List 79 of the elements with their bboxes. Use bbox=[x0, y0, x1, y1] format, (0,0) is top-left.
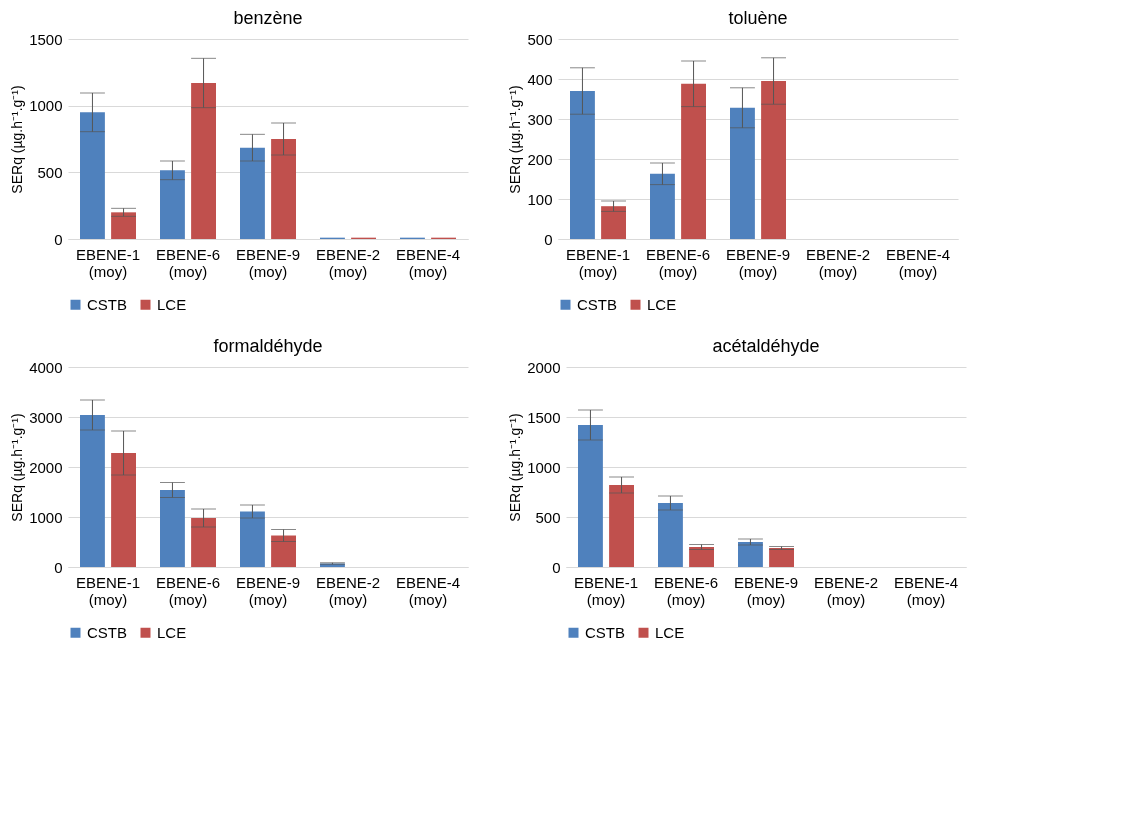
x-tick-label: EBENE-1 (moy) bbox=[75, 245, 141, 280]
y-tick-label: 2000 bbox=[29, 458, 63, 476]
y-tick-label: 0 bbox=[544, 230, 553, 248]
x-tick-label: EBENE-2 (moy) bbox=[805, 245, 871, 280]
bar bbox=[271, 535, 296, 567]
x-tick-label: EBENE-4 (moy) bbox=[395, 573, 461, 608]
bar bbox=[191, 83, 216, 239]
x-tick-label: EBENE-4 (moy) bbox=[885, 245, 951, 280]
y-tick-label: 1000 bbox=[29, 508, 63, 526]
x-tick-label: EBENE-2 (moy) bbox=[315, 573, 381, 608]
bar bbox=[601, 206, 626, 239]
bar bbox=[80, 415, 105, 567]
chart-title: toluène bbox=[728, 8, 788, 28]
x-tick-label: EBENE-1 (moy) bbox=[565, 245, 631, 280]
x-tick-label: EBENE-9 (moy) bbox=[725, 245, 791, 280]
y-tick-label: 1000 bbox=[527, 458, 561, 476]
y-tick-label: 4000 bbox=[29, 358, 63, 376]
y-tick-label: 500 bbox=[527, 30, 553, 48]
x-tick-label: EBENE-2 (moy) bbox=[315, 245, 381, 280]
bar bbox=[761, 81, 786, 239]
y-tick-label: 500 bbox=[37, 163, 63, 181]
y-tick-label: 200 bbox=[527, 150, 553, 168]
x-tick-label: EBENE-1 (moy) bbox=[75, 573, 141, 608]
y-tick-label: 0 bbox=[552, 558, 561, 576]
bar bbox=[240, 511, 265, 567]
y-tick-label: 500 bbox=[535, 508, 561, 526]
x-tick-label: EBENE-6 (moy) bbox=[653, 573, 719, 608]
bar bbox=[111, 212, 136, 239]
bar bbox=[650, 173, 675, 239]
legend-label: LCE bbox=[157, 623, 187, 641]
y-tick-label: 300 bbox=[527, 110, 553, 128]
bar bbox=[730, 107, 755, 239]
x-tick-label: EBENE-1 (moy) bbox=[573, 573, 639, 608]
y-tick-label: 400 bbox=[527, 70, 553, 88]
bar bbox=[160, 490, 185, 567]
bar bbox=[578, 425, 603, 567]
y-axis-title: SERq (µg.h⁻¹.g⁻¹) bbox=[9, 413, 26, 522]
bar bbox=[769, 548, 794, 567]
x-tick-label: EBENE-9 (moy) bbox=[235, 245, 301, 280]
y-tick-label: 100 bbox=[527, 190, 553, 208]
x-tick-label: EBENE-4 (moy) bbox=[893, 573, 959, 608]
y-tick-label: 1000 bbox=[29, 97, 63, 115]
legend-label: CSTB bbox=[87, 623, 128, 641]
y-tick-label: 2000 bbox=[527, 358, 561, 376]
bar bbox=[570, 91, 595, 239]
y-axis-title: SERq (µg.h⁻¹.g⁻¹) bbox=[507, 85, 524, 194]
y-axis-title: SERq (µg.h⁻¹.g⁻¹) bbox=[9, 85, 26, 194]
legend-label: CSTB bbox=[585, 623, 626, 641]
y-tick-label: 3000 bbox=[29, 408, 63, 426]
y-tick-label: 1500 bbox=[527, 408, 561, 426]
bar bbox=[689, 547, 714, 567]
y-tick-label: 0 bbox=[54, 558, 63, 576]
x-tick-label: EBENE-9 (moy) bbox=[733, 573, 799, 608]
chart-title: formaldéhyde bbox=[213, 336, 323, 356]
legend-label: LCE bbox=[647, 295, 677, 313]
x-tick-label: EBENE-6 (moy) bbox=[155, 573, 221, 608]
y-tick-label: 1500 bbox=[29, 30, 63, 48]
chart-title: acétaldéhyde bbox=[712, 336, 820, 356]
bar bbox=[111, 453, 136, 567]
legend-label: LCE bbox=[157, 295, 187, 313]
bar bbox=[609, 485, 634, 567]
bar bbox=[240, 147, 265, 239]
bar bbox=[160, 170, 185, 239]
x-tick-label: EBENE-9 (moy) bbox=[235, 573, 301, 608]
legend-label: CSTB bbox=[577, 295, 618, 313]
legend-label: CSTB bbox=[87, 295, 128, 313]
bar bbox=[658, 503, 683, 567]
x-tick-label: EBENE-6 (moy) bbox=[155, 245, 221, 280]
chart-title: benzène bbox=[233, 8, 303, 28]
bar bbox=[681, 83, 706, 239]
y-tick-label: 0 bbox=[54, 230, 63, 248]
legend-label: LCE bbox=[655, 623, 685, 641]
x-tick-label: EBENE-2 (moy) bbox=[813, 573, 879, 608]
y-axis-title: SERq (µg.h⁻¹.g⁻¹) bbox=[507, 413, 524, 522]
bar bbox=[271, 139, 296, 239]
bar bbox=[191, 518, 216, 567]
x-tick-label: EBENE-6 (moy) bbox=[645, 245, 711, 280]
bar bbox=[80, 112, 105, 239]
x-tick-label: EBENE-4 (moy) bbox=[395, 245, 461, 280]
